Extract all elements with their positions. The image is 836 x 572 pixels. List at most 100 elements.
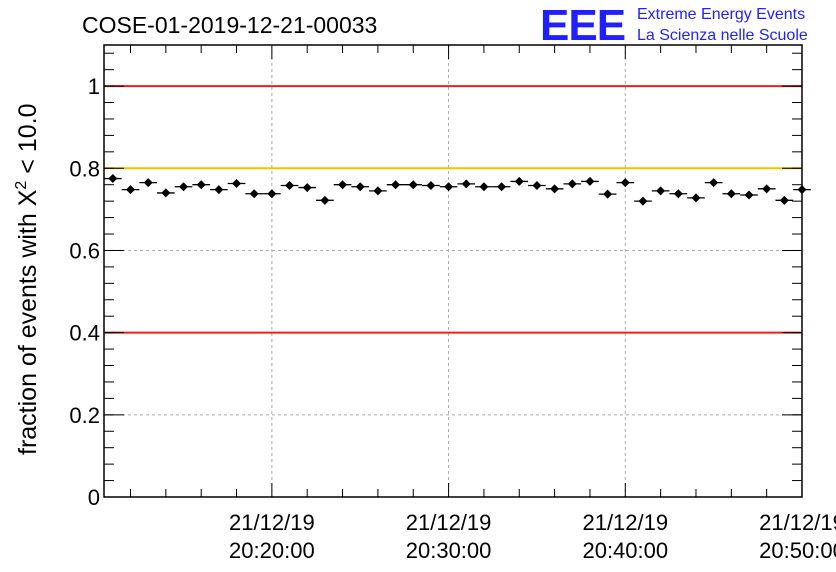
data-point [369, 186, 387, 196]
data-point [192, 180, 211, 190]
data-point [227, 178, 246, 188]
data-point [422, 181, 440, 191]
data-point [174, 182, 193, 192]
plot-frame [103, 44, 803, 498]
x-tick-label-time: 20:30:00 [406, 538, 492, 563]
data-point-marker [143, 178, 153, 188]
data-point-marker [355, 182, 365, 192]
data-point [510, 176, 529, 186]
data-point-marker [638, 196, 648, 206]
data-point-marker [285, 181, 295, 191]
data-point [263, 189, 281, 199]
grid-lines [104, 45, 803, 497]
data-point-marker [302, 183, 312, 193]
data-point-marker [479, 182, 489, 192]
data-point-marker [567, 179, 577, 189]
data-point [404, 180, 423, 190]
y-tick-label: 1 [88, 74, 100, 99]
data-point [634, 196, 652, 206]
y-axis-label-prefix: fraction of events with [14, 206, 42, 455]
y-axis-label-suffix: < 10.0 [14, 104, 42, 181]
data-point [439, 182, 458, 192]
data-point [545, 184, 564, 194]
data-point [157, 188, 175, 198]
data-point [616, 178, 635, 188]
x-tick-label-date: 21/12/19 [229, 510, 315, 535]
eee-logo: EEE Extreme Energy Events La Scienza nel… [540, 1, 808, 50]
data-point [298, 183, 317, 193]
data-point-marker [179, 182, 189, 192]
data-point-marker [709, 178, 719, 188]
data-point [333, 180, 352, 190]
x-tick-label-date: 21/12/19 [759, 510, 836, 535]
data-point-marker [249, 189, 259, 199]
data-point-marker [320, 195, 330, 205]
data-point-marker [408, 180, 418, 190]
tick-labels: 0 0.2 0.4 0.6 0.8 1 21/12/19 20:20:00 21/12/19 20… [69, 74, 836, 563]
eee-logo-mark: EEE [540, 1, 625, 50]
data-point-marker [373, 186, 383, 196]
data-point-marker [797, 185, 807, 195]
data-point [121, 185, 140, 195]
y-axis-label-superscript: 2 [13, 181, 30, 190]
data-point-marker [585, 176, 595, 186]
chart-title: COSE-01-2019-12-21-00033 [82, 12, 377, 38]
data-point [722, 189, 741, 199]
data-point [245, 189, 264, 199]
eee-logo-line1: Extreme Energy Events [637, 6, 805, 23]
data-point-marker [391, 180, 401, 190]
data-point [528, 181, 546, 191]
y-tick-label: 0.2 [69, 403, 100, 428]
data-point [651, 186, 670, 196]
data-point [563, 179, 582, 189]
data-point-marker [691, 193, 701, 203]
data-point [475, 182, 493, 192]
data-point-marker [126, 185, 136, 195]
x-tick-label-time: 20:20:00 [229, 538, 315, 563]
axis-ticks [104, 45, 803, 498]
data-point [775, 195, 794, 205]
data-point [598, 189, 617, 199]
data-point [139, 178, 158, 188]
data-point [669, 189, 688, 199]
data-point-marker [426, 181, 436, 191]
data-point [457, 179, 476, 189]
data-point [316, 195, 334, 205]
data-point-marker [726, 189, 736, 199]
x-tick-label-time: 20:50:00 [759, 538, 836, 563]
data-point [757, 184, 776, 194]
y-tick-label: 0.4 [69, 321, 100, 346]
data-point [386, 180, 405, 190]
data-point-marker [620, 178, 630, 188]
data-point-marker [267, 189, 277, 199]
data-point-marker [497, 182, 507, 192]
y-axis-label-symbol: X [14, 189, 42, 206]
data-point [351, 182, 370, 192]
data-point-marker [779, 195, 789, 205]
data-point-marker [744, 190, 754, 200]
data-point [793, 185, 811, 195]
data-point-marker [550, 184, 560, 194]
y-tick-label: 0.8 [69, 156, 100, 181]
data-point-marker [532, 181, 542, 191]
data-point-marker [161, 188, 171, 198]
data-point-marker [762, 184, 772, 194]
data-point-marker [603, 189, 613, 199]
data-series [104, 174, 811, 206]
data-point [581, 176, 599, 186]
data-point [210, 185, 228, 195]
data-point [704, 178, 723, 188]
data-point-marker [338, 180, 348, 190]
data-point [280, 181, 299, 191]
y-axis-label: fraction of events with X2 < 10.0 [13, 104, 42, 455]
plot-frame-rect [103, 44, 803, 498]
data-point-marker [196, 180, 206, 190]
x-tick-label-time: 20:40:00 [582, 538, 668, 563]
data-point [104, 174, 122, 184]
x-tick-label-date: 21/12/19 [406, 510, 492, 535]
data-point-marker [514, 176, 524, 186]
data-point [492, 182, 511, 192]
data-point-marker [232, 178, 242, 188]
y-tick-label: 0 [88, 485, 100, 510]
